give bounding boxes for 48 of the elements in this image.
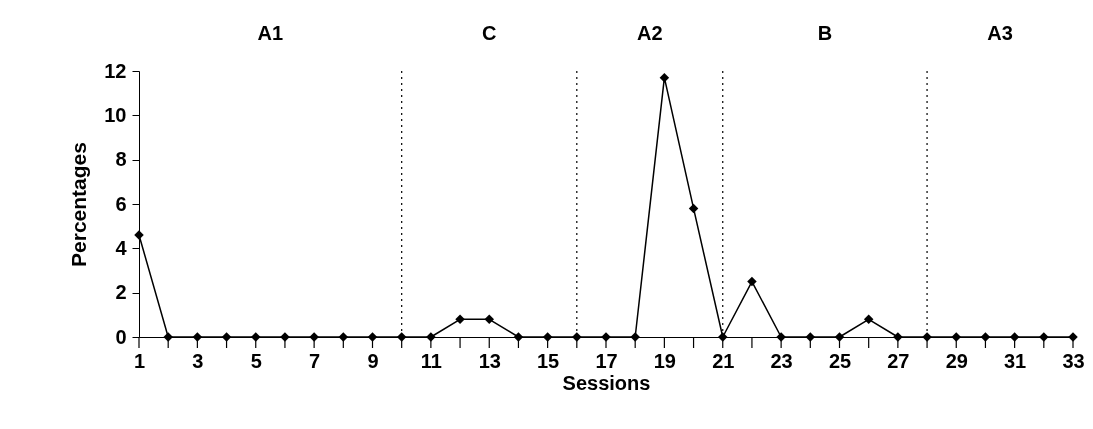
point — [863, 314, 874, 325]
y-tick-label: 4 — [115, 236, 128, 259]
point — [192, 332, 203, 342]
x-tick-label: 11 — [420, 349, 442, 372]
text: A3 — [987, 22, 1013, 44]
point — [659, 72, 670, 83]
point — [338, 332, 349, 342]
point — [747, 276, 757, 287]
text: A2 — [636, 22, 663, 44]
point — [980, 332, 991, 342]
point — [542, 332, 553, 342]
text: B — [817, 22, 833, 44]
y-tick-label: 8 — [115, 148, 127, 171]
text: A1 — [257, 22, 284, 44]
text: C — [482, 22, 497, 44]
x-tick-label: 19 — [653, 349, 676, 372]
x-tick-label: 3 — [192, 349, 204, 372]
x-tick-label: 31 — [1004, 349, 1027, 372]
x-tick-label: 9 — [367, 349, 379, 372]
y-tick-label: 0 — [115, 325, 127, 348]
x-axis-title: Sessions — [562, 371, 651, 394]
y-tick-label: 2 — [115, 281, 127, 304]
x-tick-label: 17 — [595, 349, 618, 372]
x-tick-label: 5 — [250, 349, 262, 372]
x-tick-label: 29 — [945, 349, 968, 372]
x-tick-label: 1 — [133, 349, 146, 372]
x-tick-label: 13 — [478, 349, 501, 372]
y-tick-label: 12 — [104, 59, 127, 82]
point — [688, 203, 699, 214]
point — [396, 332, 407, 342]
x-tick-label: 15 — [537, 349, 560, 372]
point — [1009, 332, 1020, 342]
point — [513, 332, 524, 342]
point — [484, 314, 494, 325]
point — [834, 332, 845, 342]
x-tick-label: 27 — [887, 349, 910, 372]
x-tick-label: 7 — [309, 349, 321, 372]
point — [221, 332, 232, 342]
y-axis-title: Percentages — [67, 142, 91, 267]
x-tick-label: 25 — [828, 349, 852, 372]
point — [367, 332, 378, 342]
y-tick-label: 6 — [115, 192, 127, 215]
x-tick-label: 23 — [770, 349, 793, 372]
point — [455, 314, 465, 325]
x-tick-label: 33 — [1062, 349, 1085, 372]
x-tick-label: 21 — [712, 349, 735, 372]
point — [805, 332, 816, 342]
y-tick-label: 10 — [104, 103, 127, 126]
